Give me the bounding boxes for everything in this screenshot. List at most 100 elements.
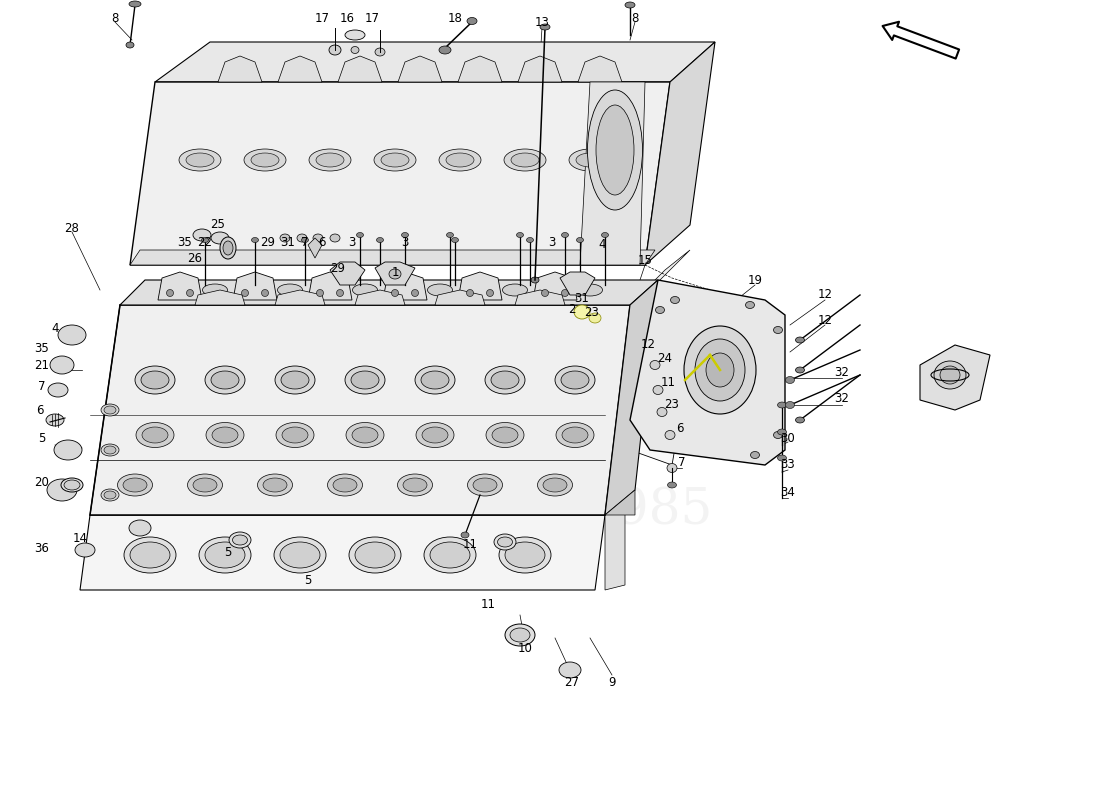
Ellipse shape bbox=[562, 427, 588, 443]
Polygon shape bbox=[130, 82, 670, 265]
Ellipse shape bbox=[540, 24, 550, 30]
Polygon shape bbox=[330, 262, 365, 285]
Ellipse shape bbox=[262, 290, 268, 297]
Text: 25: 25 bbox=[210, 218, 225, 231]
Ellipse shape bbox=[785, 377, 794, 383]
Ellipse shape bbox=[684, 326, 756, 414]
Ellipse shape bbox=[277, 284, 302, 296]
Text: 7: 7 bbox=[39, 379, 46, 393]
Polygon shape bbox=[308, 238, 322, 258]
Ellipse shape bbox=[527, 238, 534, 242]
Ellipse shape bbox=[101, 489, 119, 501]
Polygon shape bbox=[155, 42, 715, 82]
Ellipse shape bbox=[541, 290, 549, 297]
Ellipse shape bbox=[101, 404, 119, 416]
Text: 6: 6 bbox=[318, 235, 326, 249]
Ellipse shape bbox=[576, 238, 583, 242]
Ellipse shape bbox=[706, 353, 734, 387]
Polygon shape bbox=[375, 262, 415, 285]
Ellipse shape bbox=[512, 153, 539, 167]
Ellipse shape bbox=[505, 542, 544, 568]
Ellipse shape bbox=[352, 427, 378, 443]
Text: 35: 35 bbox=[34, 342, 50, 354]
Ellipse shape bbox=[505, 624, 535, 646]
Ellipse shape bbox=[280, 371, 309, 389]
Ellipse shape bbox=[136, 422, 174, 447]
Ellipse shape bbox=[129, 520, 151, 536]
Ellipse shape bbox=[282, 427, 308, 443]
Ellipse shape bbox=[124, 537, 176, 573]
Text: 32: 32 bbox=[835, 391, 849, 405]
Ellipse shape bbox=[46, 414, 64, 426]
Ellipse shape bbox=[559, 662, 581, 678]
Ellipse shape bbox=[330, 234, 340, 242]
Polygon shape bbox=[218, 56, 262, 82]
Text: 3: 3 bbox=[548, 235, 556, 249]
Ellipse shape bbox=[561, 290, 569, 297]
Text: 28: 28 bbox=[65, 222, 79, 234]
Ellipse shape bbox=[468, 474, 503, 496]
Ellipse shape bbox=[101, 444, 119, 456]
Text: 6: 6 bbox=[36, 403, 44, 417]
Ellipse shape bbox=[451, 238, 459, 242]
Text: 8: 8 bbox=[631, 11, 639, 25]
Ellipse shape bbox=[351, 371, 380, 389]
Ellipse shape bbox=[50, 356, 74, 374]
Text: 31: 31 bbox=[574, 291, 590, 305]
Ellipse shape bbox=[345, 30, 365, 40]
Text: 16: 16 bbox=[340, 11, 354, 25]
Text: 5: 5 bbox=[39, 431, 46, 445]
Ellipse shape bbox=[135, 366, 175, 394]
Ellipse shape bbox=[446, 153, 474, 167]
Ellipse shape bbox=[785, 402, 794, 409]
Text: 13: 13 bbox=[535, 15, 549, 29]
Polygon shape bbox=[90, 305, 630, 515]
Ellipse shape bbox=[667, 463, 676, 473]
Ellipse shape bbox=[179, 149, 221, 171]
Ellipse shape bbox=[141, 371, 169, 389]
Ellipse shape bbox=[485, 366, 525, 394]
Ellipse shape bbox=[274, 537, 326, 573]
Text: 11: 11 bbox=[660, 375, 675, 389]
Polygon shape bbox=[630, 280, 785, 465]
Ellipse shape bbox=[461, 532, 469, 538]
Ellipse shape bbox=[229, 532, 251, 548]
Text: 27: 27 bbox=[564, 675, 580, 689]
Ellipse shape bbox=[504, 149, 546, 171]
Ellipse shape bbox=[118, 474, 153, 496]
Text: 29: 29 bbox=[330, 262, 345, 274]
Ellipse shape bbox=[416, 422, 454, 447]
Text: 23: 23 bbox=[584, 306, 600, 318]
Ellipse shape bbox=[220, 237, 236, 259]
Ellipse shape bbox=[263, 478, 287, 492]
Ellipse shape bbox=[447, 233, 453, 238]
Ellipse shape bbox=[211, 371, 239, 389]
Ellipse shape bbox=[212, 427, 238, 443]
Ellipse shape bbox=[657, 407, 667, 417]
Ellipse shape bbox=[301, 238, 308, 242]
Ellipse shape bbox=[232, 535, 248, 545]
Ellipse shape bbox=[130, 542, 170, 568]
Ellipse shape bbox=[374, 149, 416, 171]
Ellipse shape bbox=[201, 238, 209, 242]
Ellipse shape bbox=[244, 149, 286, 171]
Polygon shape bbox=[605, 490, 635, 515]
Ellipse shape bbox=[123, 478, 147, 492]
Ellipse shape bbox=[54, 440, 82, 460]
Ellipse shape bbox=[695, 339, 745, 401]
Ellipse shape bbox=[491, 371, 519, 389]
Ellipse shape bbox=[280, 542, 320, 568]
Ellipse shape bbox=[671, 297, 680, 303]
Ellipse shape bbox=[466, 290, 473, 297]
Ellipse shape bbox=[60, 478, 82, 492]
Ellipse shape bbox=[257, 474, 293, 496]
Text: 10: 10 bbox=[518, 642, 532, 654]
Ellipse shape bbox=[421, 371, 449, 389]
Ellipse shape bbox=[538, 474, 572, 496]
Text: 14: 14 bbox=[73, 531, 88, 545]
Ellipse shape bbox=[561, 233, 569, 238]
Ellipse shape bbox=[345, 366, 385, 394]
Text: 6: 6 bbox=[676, 422, 684, 434]
Ellipse shape bbox=[778, 455, 786, 461]
Ellipse shape bbox=[411, 290, 418, 297]
